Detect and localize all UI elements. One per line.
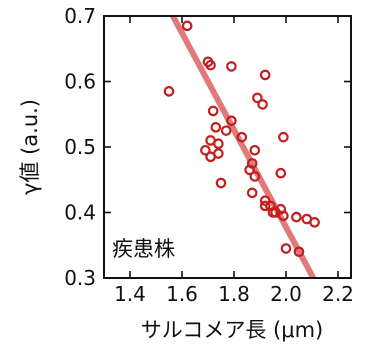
data-point: [259, 195, 271, 207]
data-point: [293, 246, 305, 258]
y-tick-label: 0.4: [64, 201, 96, 225]
data-point: [246, 187, 258, 199]
data-point: [207, 105, 219, 117]
data-point: [236, 131, 248, 143]
data-point: [267, 207, 279, 218]
trend-line: [170, 14, 316, 280]
data-point: [275, 167, 287, 179]
data-point: [249, 171, 261, 182]
x-tick-label: 1.4: [114, 282, 146, 306]
x-tick-label: 2.2: [322, 282, 354, 306]
data-point: [200, 144, 211, 156]
y-axis-label: γ値 (a.u.): [18, 99, 42, 195]
data-point: [213, 138, 224, 150]
data-point: [226, 115, 237, 127]
data-point: [278, 210, 289, 222]
data-point: [213, 148, 224, 159]
y-tick-label: 0.5: [64, 135, 96, 159]
data-point: [163, 86, 175, 97]
data-point: [249, 144, 261, 156]
data-point: [215, 177, 227, 189]
data-point: [259, 69, 271, 81]
data-point: [210, 122, 222, 133]
data-point: [181, 20, 193, 32]
x-axis-label: サルコメア長 (μm): [141, 318, 323, 342]
data-point: [291, 211, 302, 223]
x-tick-label: 1.8: [218, 282, 250, 306]
data-point: [244, 164, 255, 176]
data-point: [205, 59, 216, 71]
data-point: [257, 99, 268, 110]
data-point: [309, 217, 320, 228]
y-tick-label: 0.7: [64, 4, 96, 28]
x-tick-label: 1.6: [166, 282, 198, 306]
strain-annotation: 疾患株: [112, 237, 175, 261]
data-point: [252, 92, 263, 104]
data-point: [226, 61, 237, 72]
data-point: [280, 243, 292, 254]
data-point: [278, 131, 289, 143]
data-point: [220, 125, 232, 136]
y-tick-label: 0.3: [64, 266, 96, 290]
x-tick-label: 2.0: [270, 282, 302, 306]
data-point: [259, 200, 271, 212]
y-tick-label: 0.6: [64, 70, 96, 94]
